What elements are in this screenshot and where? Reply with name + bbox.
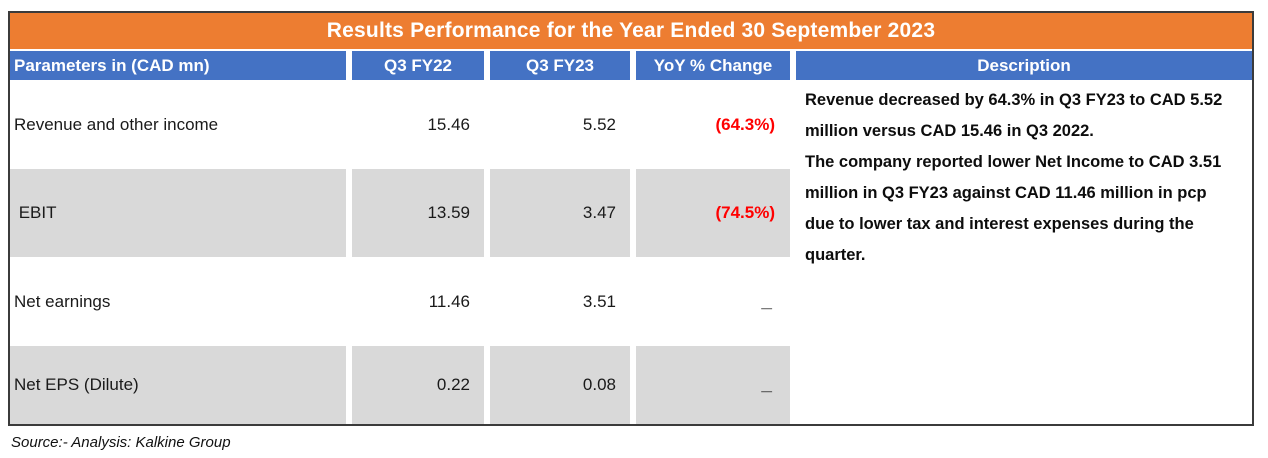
column-header-q3-fy22: Q3 FY22 xyxy=(352,51,484,80)
row-ebit-parameter: EBIT xyxy=(10,169,346,257)
row-net-earnings-q3fy23: 3.51 xyxy=(490,257,630,346)
column-header-description: Description xyxy=(796,51,1252,80)
row-net-eps-q3fy23: 0.08 xyxy=(490,346,630,424)
row-revenue-q3fy23: 5.52 xyxy=(490,80,630,169)
row-revenue-yoy: (64.3%) xyxy=(636,80,790,169)
row-ebit-q3fy23: 3.47 xyxy=(490,169,630,257)
table-title: Results Performance for the Year Ended 3… xyxy=(10,13,1252,49)
row-revenue-parameter: Revenue and other income xyxy=(10,80,346,169)
description-cell: Revenue decreased by 64.3% in Q3 FY23 to… xyxy=(796,80,1252,424)
column-header-parameters: Parameters in (CAD mn) xyxy=(10,51,346,80)
source-note: Source:- Analysis: Kalkine Group xyxy=(11,434,231,451)
description-paragraph-net-income: The company reported lower Net Income to… xyxy=(805,153,1222,264)
row-net-earnings-parameter: Net earnings xyxy=(10,257,346,346)
row-net-eps-yoy: _ xyxy=(636,346,790,424)
description-paragraph-revenue: Revenue decreased by 64.3% in Q3 FY23 to… xyxy=(805,91,1223,140)
row-net-earnings-yoy: _ xyxy=(636,257,790,346)
column-header-yoy-change: YoY % Change xyxy=(636,51,790,80)
table-body: Revenue and other income 15.46 5.52 (64.… xyxy=(10,80,1252,424)
row-net-eps-q3fy22: 0.22 xyxy=(352,346,484,424)
column-header-q3-fy23: Q3 FY23 xyxy=(490,51,630,80)
row-ebit-q3fy22: 13.59 xyxy=(352,169,484,257)
row-net-earnings-q3fy22: 11.46 xyxy=(352,257,484,346)
row-net-eps-parameter: Net EPS (Dilute) xyxy=(10,346,346,424)
row-ebit-yoy: (74.5%) xyxy=(636,169,790,257)
table-header-row: Parameters in (CAD mn) Q3 FY22 Q3 FY23 Y… xyxy=(10,49,1252,80)
row-revenue-q3fy22: 15.46 xyxy=(352,80,484,169)
results-table: Results Performance for the Year Ended 3… xyxy=(8,11,1254,426)
